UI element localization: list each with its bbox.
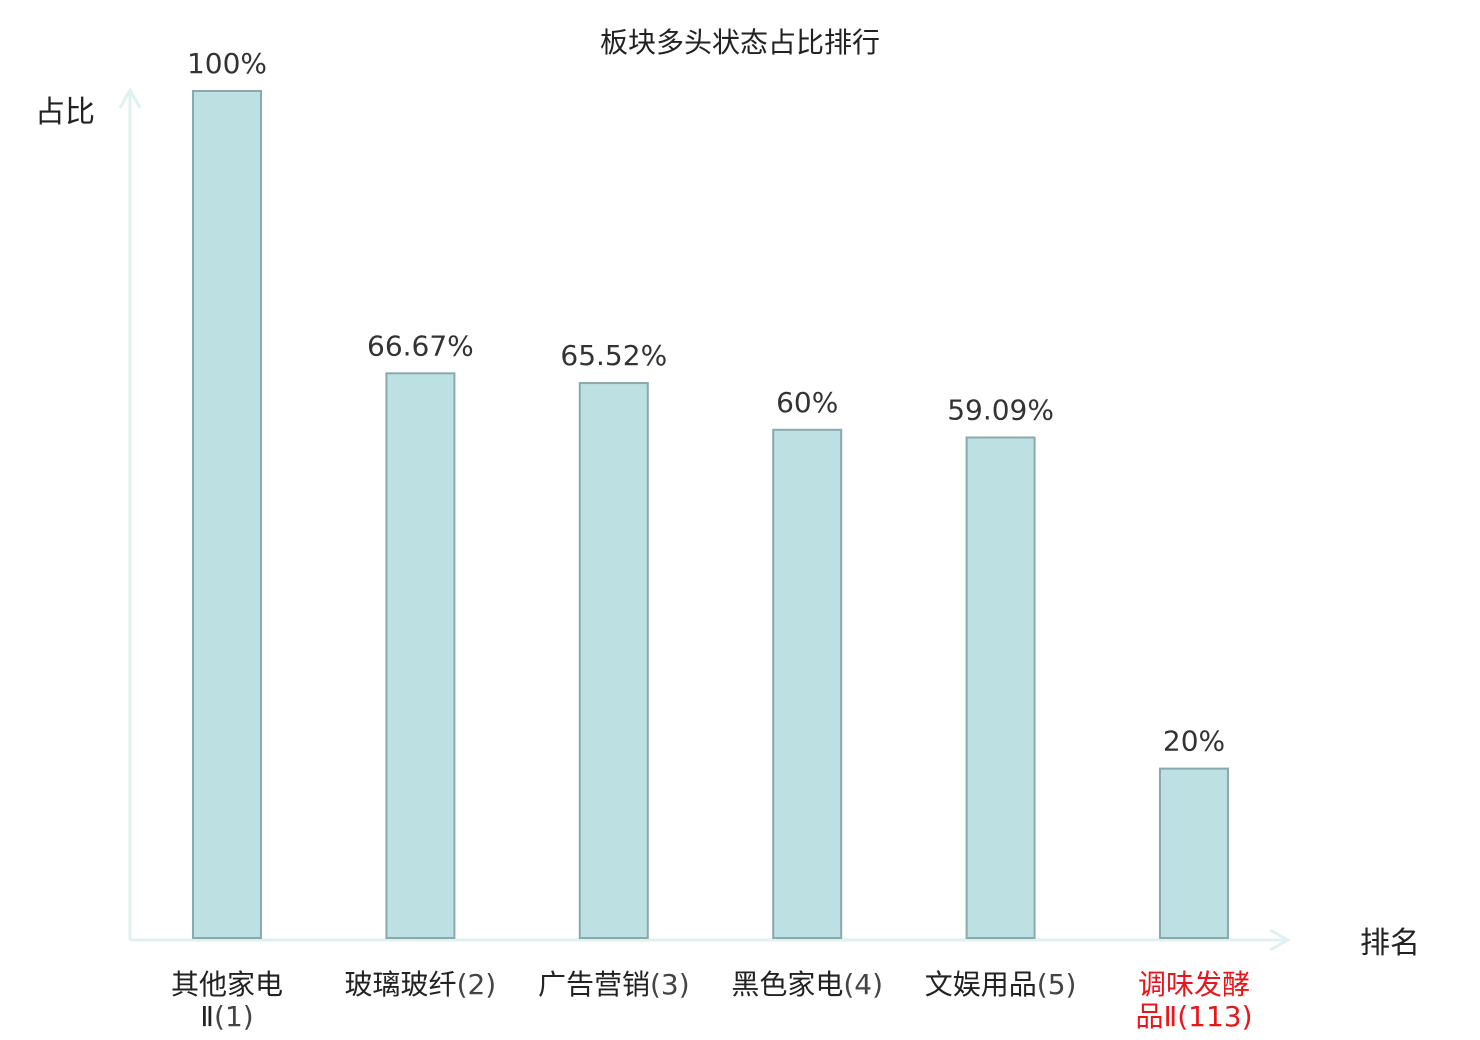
category-label-line2: Ⅱ(1) (200, 1000, 253, 1033)
bar (385, 372, 456, 939)
chart-title: 板块多头状态占比排行 (600, 26, 880, 59)
category-label: 调味发酵 (1138, 968, 1250, 1001)
category-rank: (2) (457, 968, 497, 1001)
x-axis-label: 排名 (1360, 926, 1420, 961)
category-name: 广告营销 (538, 968, 650, 1001)
y-axis-arrow (118, 86, 142, 109)
bar (772, 428, 843, 939)
category-name: 其他家电 (171, 968, 283, 1001)
axes (118, 86, 1292, 952)
category-name: 黑色家电 (731, 968, 843, 1001)
category-rank: (113) (1177, 1000, 1252, 1033)
category-name: 玻璃玻纤 (345, 968, 457, 1001)
x-axis-arrow (1269, 928, 1292, 952)
data-label: 20% (1163, 725, 1225, 758)
value-labels-group: 100% 66.67% 65.52% 60% 59.09% 20% (187, 47, 1225, 758)
data-label: 60% (776, 386, 838, 419)
y-axis-label: 占比 (35, 95, 95, 130)
data-label: 66.67% (367, 329, 474, 362)
category-name: 调味发酵 (1138, 968, 1250, 1001)
bars-group (192, 90, 1229, 939)
category-label: 其他家电 (171, 968, 283, 1001)
data-label: 65.52% (560, 339, 667, 372)
data-label: 100% (187, 47, 267, 80)
category-label-line2: 品Ⅱ(113) (1135, 1000, 1252, 1033)
category-label: 玻璃玻纤(2) (345, 968, 497, 1001)
category-name-cont: 品Ⅱ (1135, 1000, 1177, 1033)
category-rank: (1) (214, 1000, 254, 1033)
bar (192, 90, 262, 939)
category-rank: (5) (1037, 968, 1077, 1001)
category-rank: (3) (650, 968, 690, 1001)
category-label: 广告营销(3) (538, 968, 690, 1001)
bar (578, 382, 649, 939)
category-name: 文娱用品 (925, 968, 1037, 1001)
category-name-cont: Ⅱ (200, 1000, 214, 1033)
category-rank: (4) (843, 968, 883, 1001)
category-label: 文娱用品(5) (925, 968, 1077, 1001)
data-label: 59.09% (947, 394, 1054, 427)
bar (1159, 767, 1229, 939)
bar (965, 436, 1036, 939)
category-label: 黑色家电(4) (731, 968, 883, 1001)
